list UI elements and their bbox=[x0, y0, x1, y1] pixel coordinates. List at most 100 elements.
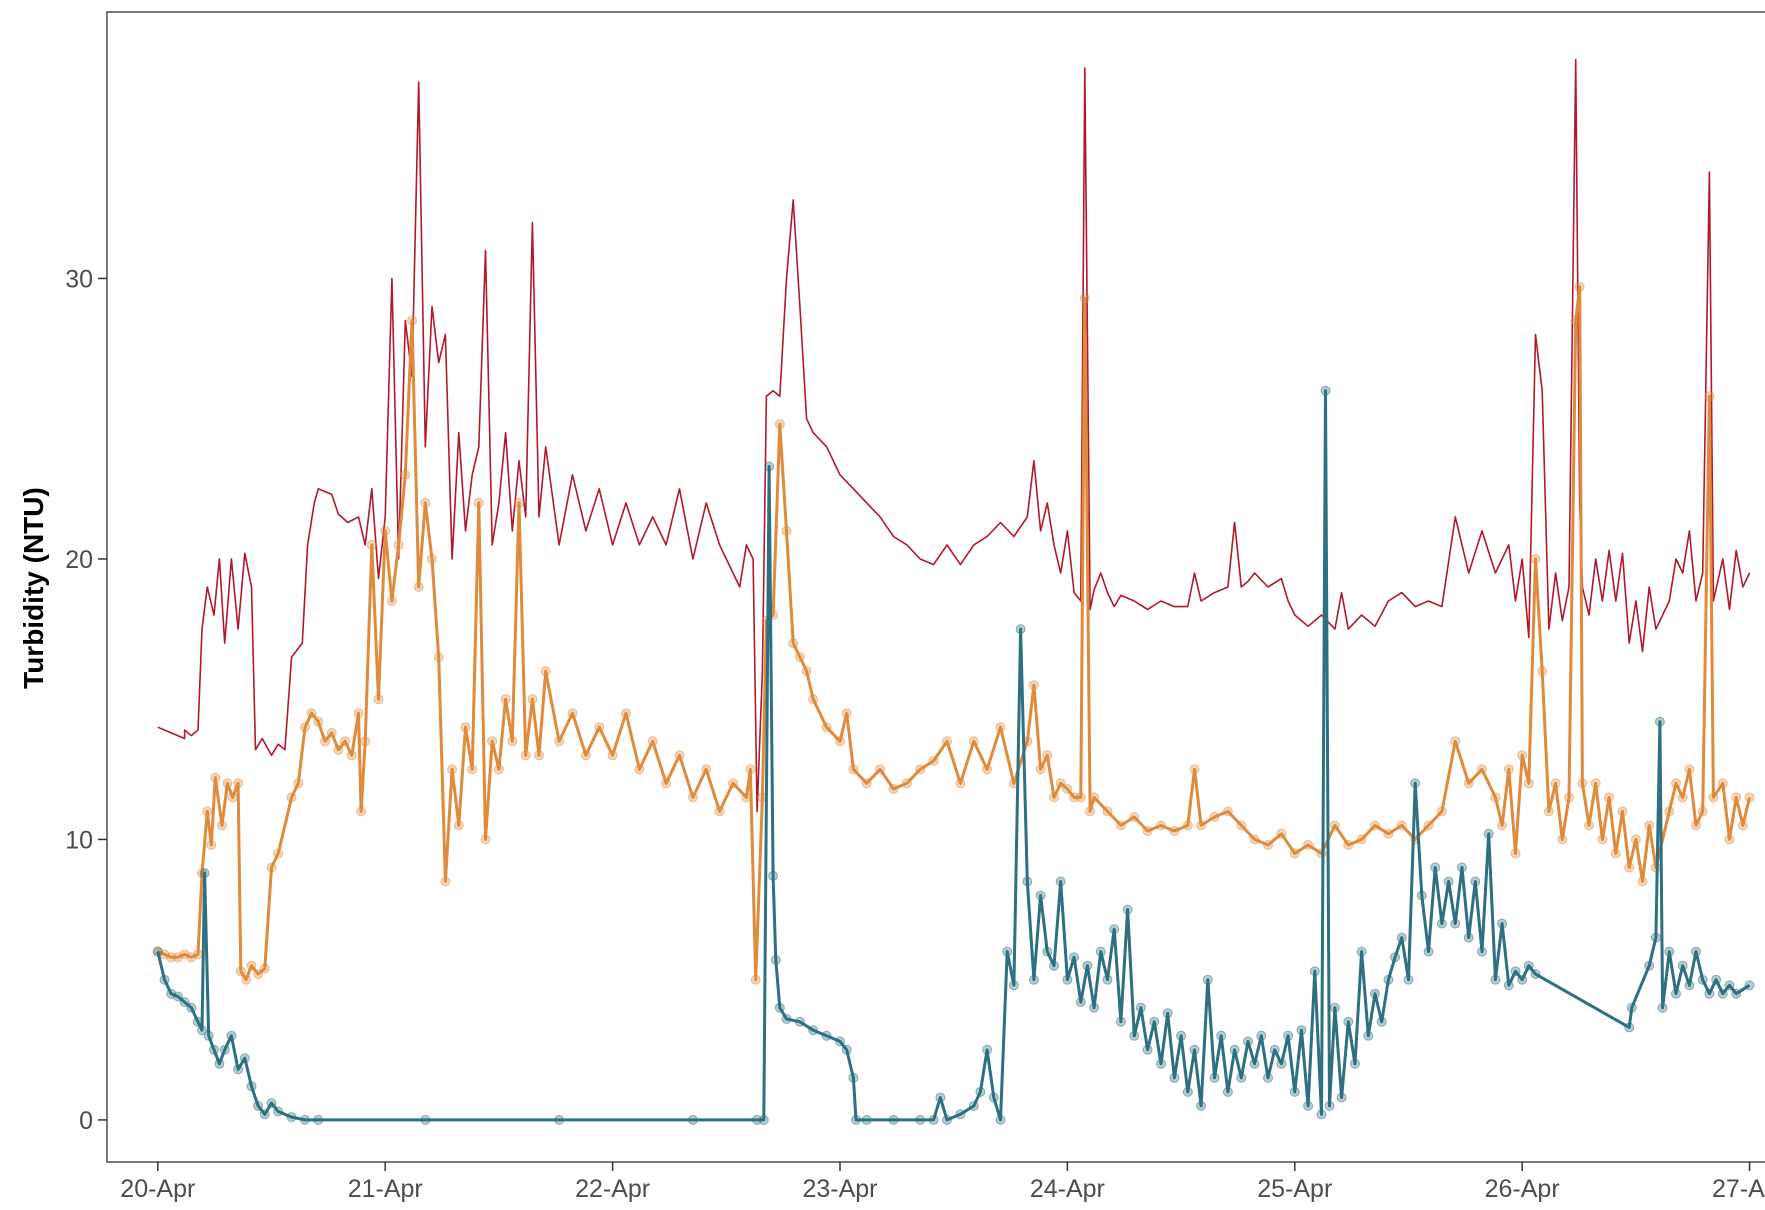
data-point bbox=[982, 764, 993, 775]
data-point bbox=[1684, 980, 1695, 991]
data-point bbox=[1370, 988, 1380, 999]
data-point bbox=[1256, 1030, 1267, 1041]
data-point bbox=[1189, 764, 1200, 775]
data-point bbox=[253, 1100, 264, 1111]
data-point bbox=[1079, 293, 1090, 304]
data-point bbox=[1042, 750, 1053, 761]
data-point bbox=[1216, 1030, 1227, 1041]
data-point bbox=[1276, 1058, 1287, 1069]
data-point bbox=[1109, 924, 1120, 935]
data-point bbox=[1684, 764, 1695, 775]
data-point bbox=[758, 1114, 769, 1125]
data-point bbox=[313, 1114, 324, 1125]
data-point bbox=[259, 963, 270, 974]
data-point bbox=[1320, 385, 1331, 396]
data-point bbox=[1423, 946, 1434, 957]
data-point bbox=[1236, 820, 1247, 831]
data-point bbox=[1015, 624, 1026, 635]
data-point bbox=[1664, 806, 1675, 817]
data-point bbox=[246, 960, 257, 971]
data-point bbox=[1102, 974, 1113, 985]
data-point bbox=[286, 1112, 297, 1123]
data-point bbox=[219, 1044, 230, 1055]
data-point bbox=[975, 1086, 986, 1097]
data-point bbox=[527, 694, 538, 705]
data-point bbox=[233, 778, 244, 789]
data-point bbox=[1336, 1092, 1347, 1103]
data-point bbox=[1182, 820, 1193, 831]
data-point bbox=[1316, 1109, 1327, 1120]
data-point bbox=[988, 1092, 999, 1103]
data-point bbox=[440, 876, 451, 887]
data-point bbox=[447, 764, 458, 775]
data-point bbox=[1550, 778, 1561, 789]
data-point bbox=[1523, 778, 1534, 789]
data-point bbox=[1303, 1100, 1314, 1111]
x-tick-label: 25-Apr bbox=[1257, 1175, 1332, 1203]
data-point bbox=[209, 1044, 219, 1055]
data-point bbox=[1671, 778, 1681, 789]
data-point bbox=[942, 736, 952, 747]
data-point bbox=[1209, 1072, 1220, 1083]
data-point bbox=[1704, 391, 1715, 402]
data-point bbox=[300, 722, 310, 733]
data-point bbox=[1423, 820, 1434, 831]
data-point bbox=[266, 862, 277, 873]
data-point bbox=[764, 461, 775, 472]
data-point bbox=[1503, 980, 1514, 991]
data-point bbox=[821, 1030, 832, 1041]
data-point bbox=[1383, 828, 1394, 839]
data-point bbox=[1574, 281, 1585, 292]
data-point bbox=[1222, 806, 1233, 817]
data-point bbox=[661, 778, 672, 789]
data-point bbox=[407, 315, 417, 326]
data-point bbox=[968, 736, 979, 747]
data-point bbox=[928, 755, 939, 766]
data-point bbox=[233, 1064, 244, 1075]
series-1 bbox=[152, 281, 1755, 985]
data-point bbox=[1584, 820, 1594, 831]
data-point bbox=[848, 764, 859, 775]
data-point bbox=[1289, 848, 1300, 859]
data-point bbox=[1028, 680, 1039, 691]
data-point bbox=[1731, 792, 1742, 803]
data-point bbox=[634, 764, 645, 775]
data-point bbox=[193, 1016, 203, 1027]
data-point bbox=[1035, 764, 1046, 775]
data-point bbox=[995, 722, 1006, 733]
x-axis: 20-Apr 21-Apr 22-Apr 23-Apr 24-Apr 25-Apr 26-A… bbox=[120, 1162, 1765, 1203]
data-point bbox=[1497, 918, 1508, 929]
y-tick-label: 10 bbox=[65, 826, 93, 854]
data-point bbox=[1296, 1025, 1307, 1036]
data-point bbox=[1624, 862, 1635, 873]
data-point bbox=[1617, 806, 1628, 817]
data-point bbox=[1263, 840, 1273, 850]
data-point bbox=[935, 1092, 946, 1103]
data-point bbox=[259, 1109, 270, 1120]
data-point bbox=[1062, 784, 1073, 794]
data-point bbox=[326, 727, 337, 738]
data-point bbox=[567, 708, 578, 719]
data-point bbox=[942, 1114, 952, 1125]
data-point bbox=[888, 784, 899, 794]
data-point bbox=[781, 525, 792, 536]
data-point bbox=[1269, 1044, 1280, 1055]
data-point bbox=[835, 1036, 845, 1047]
y-tick-label: 20 bbox=[65, 546, 93, 574]
data-point bbox=[487, 736, 498, 747]
data-point bbox=[1724, 980, 1735, 991]
data-point bbox=[1463, 932, 1474, 943]
data-point bbox=[554, 1114, 565, 1125]
data-point bbox=[1363, 1030, 1374, 1041]
data-point bbox=[1149, 1016, 1160, 1027]
data-point bbox=[413, 582, 424, 592]
data-point bbox=[1436, 918, 1447, 929]
data-point bbox=[320, 736, 330, 747]
data-point bbox=[794, 1016, 805, 1027]
data-point bbox=[851, 1114, 861, 1125]
data-point bbox=[1095, 946, 1106, 957]
data-point bbox=[386, 596, 397, 606]
data-point bbox=[1416, 890, 1427, 901]
data-point bbox=[1436, 806, 1447, 817]
data-point bbox=[1142, 1044, 1153, 1055]
